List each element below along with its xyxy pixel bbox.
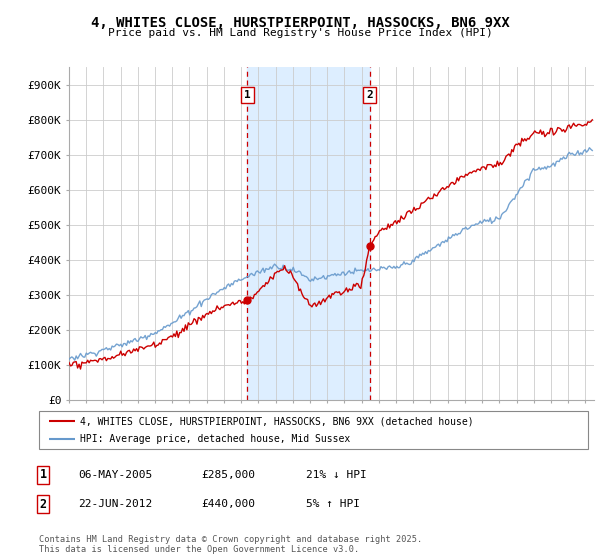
Bar [247,67,370,400]
Text: 21% ↓ HPI: 21% ↓ HPI [306,470,367,480]
Text: 22-JUN-2012: 22-JUN-2012 [78,499,152,509]
Text: HPI: Average price, detached house, Mid Sussex: HPI: Average price, detached house, Mid … [80,434,350,444]
Text: 06-MAY-2005: 06-MAY-2005 [78,470,152,480]
FancyBboxPatch shape [39,411,588,449]
Text: 5% ↑ HPI: 5% ↑ HPI [306,499,360,509]
Text: 4, WHITES CLOSE, HURSTPIERPOINT, HASSOCKS, BN6 9XX: 4, WHITES CLOSE, HURSTPIERPOINT, HASSOCK… [91,16,509,30]
Text: 2: 2 [367,90,373,100]
Text: 2: 2 [40,497,47,511]
Text: 4, WHITES CLOSE, HURSTPIERPOINT, HASSOCKS, BN6 9XX (detached house): 4, WHITES CLOSE, HURSTPIERPOINT, HASSOCK… [80,416,474,426]
Text: Contains HM Land Registry data © Crown copyright and database right 2025.
This d: Contains HM Land Registry data © Crown c… [39,535,422,554]
Text: £285,000: £285,000 [201,470,255,480]
Text: 1: 1 [40,468,47,482]
Text: Price paid vs. HM Land Registry's House Price Index (HPI): Price paid vs. HM Land Registry's House … [107,28,493,38]
Text: 1: 1 [244,90,251,100]
Text: £440,000: £440,000 [201,499,255,509]
